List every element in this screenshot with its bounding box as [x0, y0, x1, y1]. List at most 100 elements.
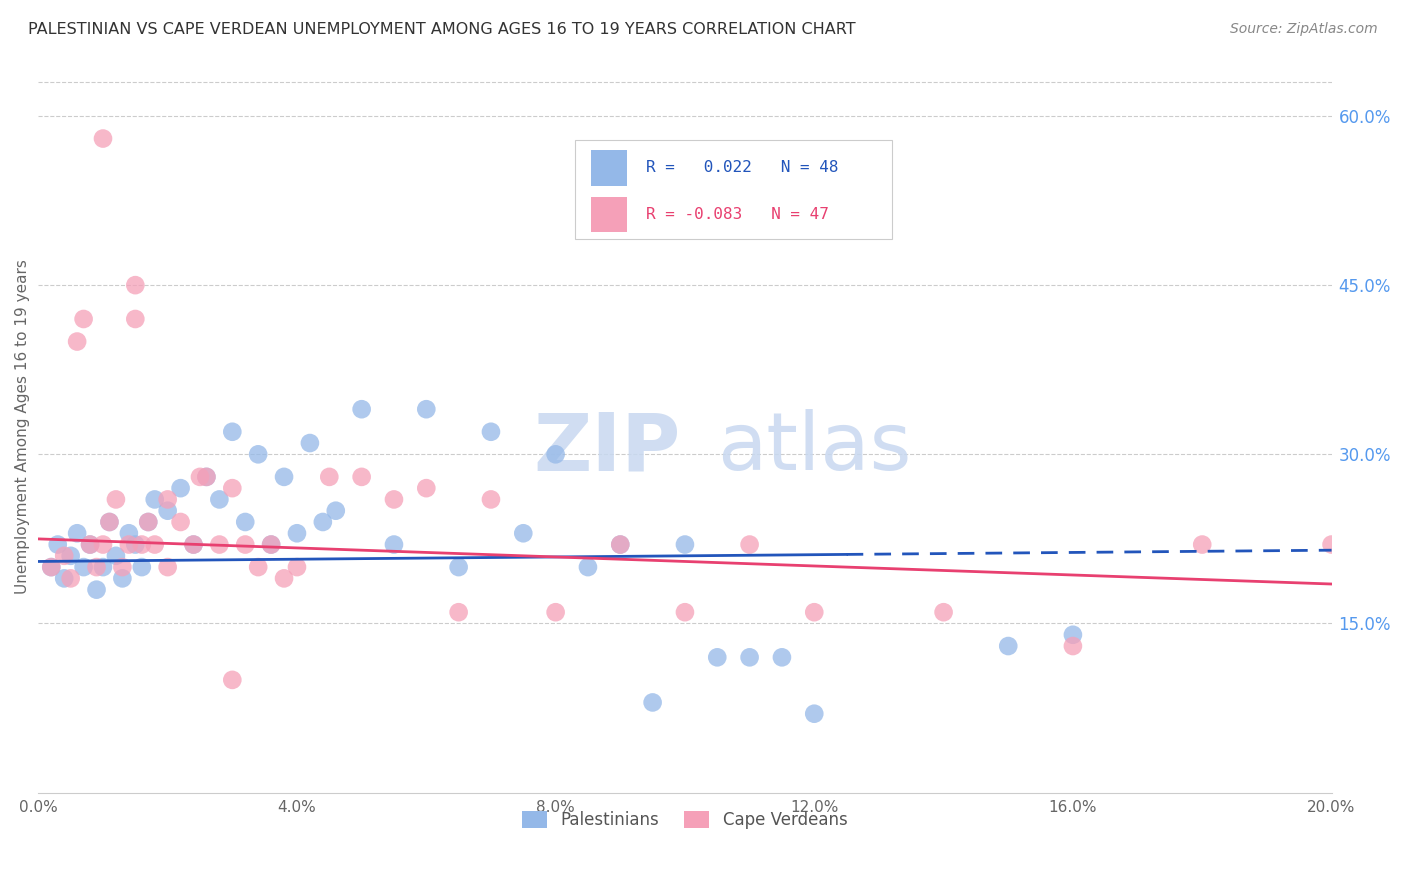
Text: R =   0.022   N = 48: R = 0.022 N = 48 [647, 161, 838, 176]
Point [738, 537, 761, 551]
Text: atlas: atlas [717, 409, 911, 487]
Point [111, 560, 134, 574]
Point [382, 537, 405, 551]
Point [312, 515, 335, 529]
Point [415, 481, 437, 495]
FancyBboxPatch shape [591, 197, 627, 232]
Point [98, 515, 121, 529]
Point [479, 492, 502, 507]
Point [1062, 639, 1084, 653]
Point [143, 492, 166, 507]
Point [104, 492, 127, 507]
Point [136, 515, 159, 529]
Point [803, 706, 825, 721]
Point [195, 470, 218, 484]
Point [156, 560, 179, 574]
Point [124, 537, 146, 551]
Point [66, 526, 89, 541]
Point [104, 549, 127, 563]
Point [298, 436, 321, 450]
Point [118, 537, 141, 551]
Point [260, 537, 283, 551]
Point [247, 447, 270, 461]
Text: R = -0.083   N = 47: R = -0.083 N = 47 [647, 207, 830, 222]
Point [39, 560, 62, 574]
Point [72, 560, 94, 574]
Point [233, 515, 256, 529]
Point [86, 560, 108, 574]
Point [325, 504, 347, 518]
Point [447, 605, 470, 619]
Point [39, 560, 62, 574]
Point [124, 278, 146, 293]
Point [479, 425, 502, 439]
Point [673, 605, 696, 619]
Point [318, 470, 340, 484]
Text: ZIP: ZIP [534, 409, 681, 487]
Point [46, 537, 69, 551]
Point [247, 560, 270, 574]
Point [997, 639, 1019, 653]
Point [273, 571, 295, 585]
Point [221, 425, 243, 439]
FancyBboxPatch shape [575, 140, 891, 239]
FancyBboxPatch shape [591, 151, 627, 186]
Point [131, 537, 153, 551]
Point [183, 537, 205, 551]
Point [544, 447, 567, 461]
Point [91, 537, 114, 551]
Point [59, 571, 82, 585]
Point [803, 605, 825, 619]
Point [91, 131, 114, 145]
Point [350, 470, 373, 484]
Point [156, 504, 179, 518]
Point [415, 402, 437, 417]
Point [195, 470, 218, 484]
Point [86, 582, 108, 597]
Point [609, 537, 631, 551]
Point [233, 537, 256, 551]
Point [124, 312, 146, 326]
Point [673, 537, 696, 551]
Point [131, 560, 153, 574]
Point [576, 560, 599, 574]
Point [98, 515, 121, 529]
Point [79, 537, 101, 551]
Point [273, 470, 295, 484]
Point [59, 549, 82, 563]
Text: Source: ZipAtlas.com: Source: ZipAtlas.com [1230, 22, 1378, 37]
Point [156, 492, 179, 507]
Point [706, 650, 728, 665]
Point [208, 492, 231, 507]
Point [111, 571, 134, 585]
Point [350, 402, 373, 417]
Point [447, 560, 470, 574]
Point [136, 515, 159, 529]
Point [183, 537, 205, 551]
Point [1191, 537, 1213, 551]
Point [221, 481, 243, 495]
Point [118, 526, 141, 541]
Point [1062, 628, 1084, 642]
Y-axis label: Unemployment Among Ages 16 to 19 years: Unemployment Among Ages 16 to 19 years [15, 259, 30, 593]
Point [143, 537, 166, 551]
Point [91, 560, 114, 574]
Point [79, 537, 101, 551]
Point [221, 673, 243, 687]
Point [188, 470, 211, 484]
Point [770, 650, 793, 665]
Point [382, 492, 405, 507]
Point [544, 605, 567, 619]
Point [169, 481, 191, 495]
Point [53, 571, 76, 585]
Point [285, 560, 308, 574]
Point [1320, 537, 1343, 551]
Point [72, 312, 94, 326]
Point [169, 515, 191, 529]
Point [53, 549, 76, 563]
Text: PALESTINIAN VS CAPE VERDEAN UNEMPLOYMENT AMONG AGES 16 TO 19 YEARS CORRELATION C: PALESTINIAN VS CAPE VERDEAN UNEMPLOYMENT… [28, 22, 856, 37]
Point [641, 695, 664, 709]
Point [932, 605, 955, 619]
Point [512, 526, 534, 541]
Point [260, 537, 283, 551]
